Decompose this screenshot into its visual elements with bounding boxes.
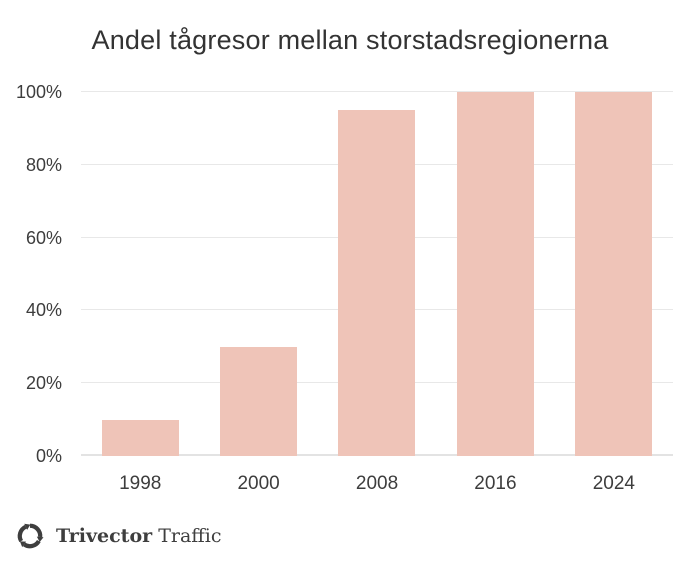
- bar-2024: [575, 92, 653, 456]
- bar-slot: [555, 92, 673, 456]
- brand-name-bold: Trivector: [56, 525, 153, 547]
- trivector-recycle-arrows-icon: [13, 519, 47, 553]
- chart-title: Andel tågresor mellan storstadsregionern…: [91, 25, 609, 55]
- y-tick-label: 60%: [25, 227, 62, 248]
- x-axis: 1998 2000 2008 2016 2024: [81, 473, 673, 499]
- bar-slot: [318, 92, 436, 456]
- y-tick-label: 80%: [25, 154, 62, 175]
- brand-name: Trivector Traffic: [56, 525, 222, 547]
- bar-1998: [101, 419, 179, 456]
- gridline: [81, 91, 673, 92]
- x-tick-label: 2016: [474, 473, 517, 494]
- bar-slot: [199, 92, 317, 456]
- x-tick-label: 1998: [119, 473, 162, 494]
- y-tick-label: 100%: [15, 82, 62, 102]
- x-tick-label: 2000: [237, 473, 280, 494]
- bar-2008: [338, 110, 416, 456]
- y-tick-label: 20%: [25, 373, 62, 394]
- bar-2000: [220, 346, 298, 456]
- bar-2016: [456, 92, 534, 456]
- x-tick-label: 2024: [592, 473, 635, 494]
- y-axis: 0% 20% 40% 60% 80% 100%: [0, 82, 62, 466]
- brand-logo: Trivector Traffic: [13, 519, 222, 553]
- y-tick-label: 0%: [35, 446, 62, 466]
- bar-slot: [436, 92, 554, 456]
- x-tick-label: 2008: [355, 473, 399, 494]
- plot-area: [81, 91, 673, 456]
- bar-slot: [81, 92, 199, 456]
- brand-name-regular: Traffic: [158, 525, 222, 547]
- y-tick-label: 40%: [25, 300, 62, 321]
